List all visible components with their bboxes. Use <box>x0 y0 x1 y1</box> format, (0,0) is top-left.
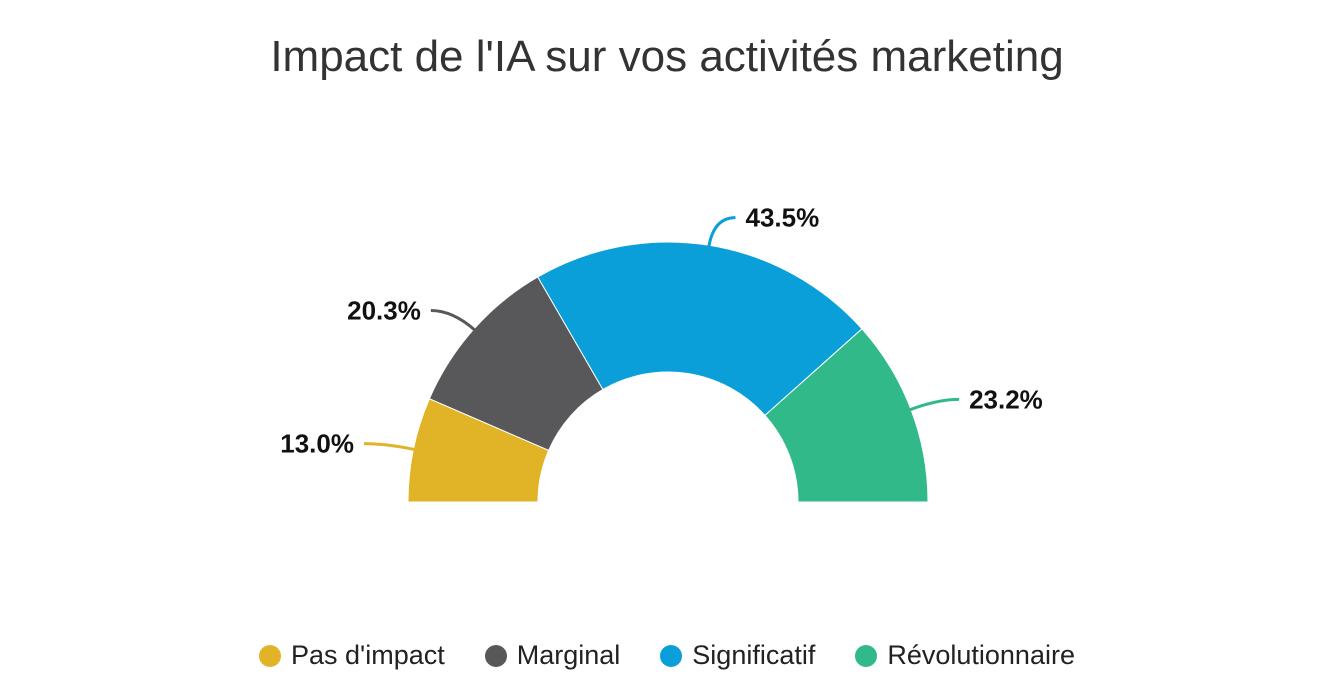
slice-significatif[interactable] <box>537 241 863 417</box>
legend-marker-significatif <box>660 644 683 667</box>
legend-label-revolutionnaire: Révolutionnaire <box>887 640 1075 670</box>
legend-item-significatif[interactable]: Significatif <box>660 640 815 671</box>
legend: Pas d'impact Marginal Significatif Révol… <box>0 640 1334 671</box>
connector-revolutionnaire <box>908 397 960 412</box>
chart-title: Impact de l'IA sur vos activités marketi… <box>270 32 1064 81</box>
legend-label-pas-d-impact: Pas d'impact <box>291 640 445 670</box>
legend-marker-revolutionnaire <box>855 644 878 667</box>
connector-pas-d-impact <box>363 442 416 452</box>
legend-label-significatif: Significatif <box>692 640 816 670</box>
legend-marker-pas-d-impact <box>259 644 282 667</box>
legend-label-marginal: Marginal <box>516 640 621 670</box>
connector-significatif <box>707 216 736 248</box>
legend-item-marginal[interactable]: Marginal <box>484 640 621 671</box>
data-label-significatif: 43.5% <box>746 203 820 233</box>
slice-revolutionnaire[interactable] <box>764 328 929 503</box>
data-label-marginal: 20.3% <box>347 296 421 326</box>
data-label-revolutionnaire: 23.2% <box>969 384 1043 414</box>
legend-item-revolutionnaire[interactable]: Révolutionnaire <box>855 640 1075 671</box>
data-label-pas-d-impact: 13.0% <box>280 429 354 459</box>
legend-item-pas-d-impact[interactable]: Pas d'impact <box>259 640 445 671</box>
connector-marginal <box>430 309 477 332</box>
legend-marker-marginal <box>484 644 507 667</box>
